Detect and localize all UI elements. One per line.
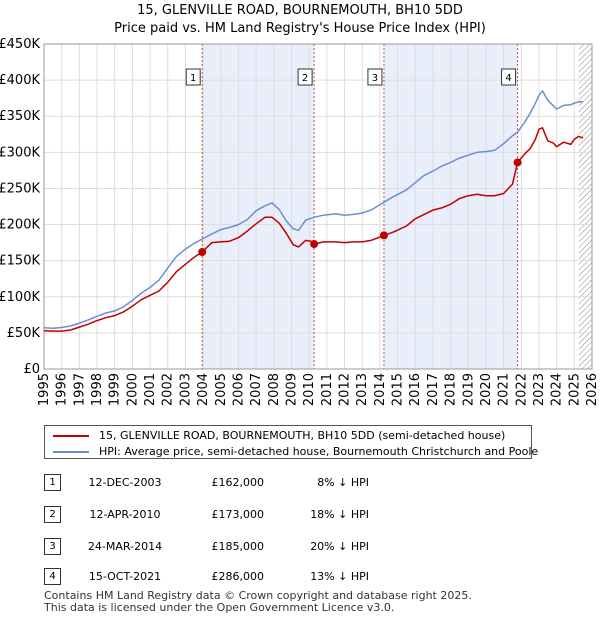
transaction-date: 12-APR-2010 bbox=[89, 508, 161, 521]
x-tick-label: 2002 bbox=[161, 373, 176, 406]
legend-swatch-hpi bbox=[53, 450, 89, 453]
sale-label-2: 2 bbox=[302, 73, 308, 84]
chart-subtitle: Price paid vs. HM Land Registry's House … bbox=[114, 21, 486, 36]
sale-label-box-4 bbox=[501, 68, 517, 86]
sale-label-box-3 bbox=[367, 68, 383, 86]
legend-label-hpi: HPI: Average price, semi-detached house,… bbox=[99, 445, 539, 458]
legend-label-property: 15, GLENVILLE ROAD, BOURNEMOUTH, BH10 5D… bbox=[99, 429, 506, 442]
legend: 15, GLENVILLE ROAD, BOURNEMOUTH, BH10 5D… bbox=[44, 425, 538, 459]
transaction-hpi-diff: 18% ↓ HPI bbox=[310, 508, 369, 521]
transaction-date: 15-OCT-2021 bbox=[88, 570, 162, 583]
transaction-date: 24-MAR-2014 bbox=[87, 540, 163, 553]
x-tick-label: 2026 bbox=[585, 373, 600, 406]
sale-point-2 bbox=[310, 240, 319, 249]
sale-label-box-1 bbox=[185, 68, 201, 86]
x-tick-label: 2017 bbox=[426, 373, 441, 406]
x-tick-label: 2003 bbox=[178, 373, 193, 406]
transaction-number: 1 bbox=[44, 474, 61, 491]
x-tick-label: 2005 bbox=[214, 373, 229, 406]
transaction-price: £185,000 bbox=[211, 540, 265, 553]
transaction-price: £286,000 bbox=[211, 570, 265, 583]
y-tick-label: £300K bbox=[0, 145, 40, 160]
series-line-hpi bbox=[43, 90, 584, 329]
x-tick-label: 1998 bbox=[90, 373, 105, 406]
x-tick-label: 1999 bbox=[108, 373, 123, 406]
price-chart: 15, GLENVILLE ROAD, BOURNEMOUTH, BH10 5D… bbox=[0, 3, 600, 406]
transaction-number: 4 bbox=[44, 568, 61, 585]
transaction-date: 12-DEC-2003 bbox=[88, 476, 162, 489]
y-tick-label: £450K bbox=[0, 37, 40, 52]
y-tick-label: £100K bbox=[0, 290, 40, 305]
transaction-number: 3 bbox=[44, 538, 61, 555]
x-tick-label: 2014 bbox=[373, 373, 388, 406]
x-tick-label: 2022 bbox=[514, 373, 529, 406]
x-tick-label: 2008 bbox=[267, 373, 282, 406]
series-line-property bbox=[43, 127, 584, 332]
chart-title: 15, GLENVILLE ROAD, BOURNEMOUTH, BH10 5D… bbox=[137, 3, 463, 18]
sale-point-3 bbox=[379, 231, 388, 240]
x-tick-label: 2001 bbox=[143, 373, 158, 406]
sale-label-1: 1 bbox=[190, 73, 196, 84]
transaction-price: £173,000 bbox=[211, 508, 265, 521]
y-tick-label: £400K bbox=[0, 73, 40, 88]
footer-licence: This data is licensed under the Open Gov… bbox=[44, 601, 395, 614]
x-tick-label: 2023 bbox=[532, 373, 547, 406]
transaction-row: 3 24-MAR-2014 £185,000 20% ↓ HPI bbox=[44, 538, 444, 555]
transaction-number: 2 bbox=[44, 506, 61, 523]
x-tick-label: 2011 bbox=[320, 373, 335, 406]
transaction-hpi-diff: 8% ↓ HPI bbox=[317, 476, 369, 489]
x-tick-label: 2016 bbox=[408, 373, 423, 406]
x-tick-label: 2007 bbox=[249, 373, 264, 406]
transaction-row: 1 12-DEC-2003 £162,000 8% ↓ HPI bbox=[44, 474, 444, 491]
transaction-row: 2 12-APR-2010 £173,000 18% ↓ HPI bbox=[44, 506, 444, 523]
x-tick-label: 2012 bbox=[338, 373, 353, 406]
footer-copyright: Contains HM Land Registry data © Crown c… bbox=[44, 589, 472, 602]
sale-label-box-2 bbox=[297, 68, 313, 86]
y-tick-label: £350K bbox=[0, 109, 40, 124]
x-tick-label: 2000 bbox=[125, 373, 140, 406]
sale-label-3: 3 bbox=[372, 73, 378, 84]
x-tick-label: 2018 bbox=[444, 373, 459, 406]
y-tick-label: £250K bbox=[0, 181, 40, 196]
shaded-range-1 bbox=[202, 44, 315, 369]
x-tick-label: 2010 bbox=[302, 373, 317, 406]
x-tick-label: 2025 bbox=[567, 373, 582, 406]
sale-point-4 bbox=[513, 158, 522, 167]
legend-swatch-property bbox=[53, 434, 89, 437]
x-tick-label: 2004 bbox=[196, 373, 211, 406]
forecast-hatch bbox=[578, 44, 592, 369]
x-tick-label: 2019 bbox=[461, 373, 476, 406]
y-tick-label: £150K bbox=[0, 254, 40, 269]
x-tick-label: 2013 bbox=[355, 373, 370, 406]
y-tick-label: £50K bbox=[7, 326, 41, 341]
legend-item-property: 15, GLENVILLE ROAD, BOURNEMOUTH, BH10 5D… bbox=[53, 428, 505, 443]
transaction-price: £162,000 bbox=[211, 476, 265, 489]
footer-attribution: Contains HM Land Registry data © Crown c… bbox=[44, 590, 472, 614]
sale-label-4: 4 bbox=[505, 73, 511, 84]
x-tick-label: 2015 bbox=[391, 373, 406, 406]
x-tick-label: 2024 bbox=[550, 373, 565, 406]
legend-item-hpi: HPI: Average price, semi-detached house,… bbox=[53, 444, 538, 459]
x-tick-label: 1997 bbox=[72, 373, 87, 406]
sale-point-1 bbox=[198, 248, 207, 256]
transaction-hpi-diff: 20% ↓ HPI bbox=[310, 540, 369, 553]
transaction-hpi-diff: 13% ↓ HPI bbox=[310, 570, 369, 583]
y-tick-label: £0 bbox=[23, 362, 40, 377]
plot-frame bbox=[43, 43, 593, 370]
x-tick-label: 1996 bbox=[55, 373, 70, 406]
transaction-row: 4 15-OCT-2021 £286,000 13% ↓ HPI bbox=[44, 568, 444, 585]
x-tick-label: 2009 bbox=[284, 373, 299, 406]
x-tick-label: 2021 bbox=[497, 373, 512, 406]
x-tick-label: 2020 bbox=[479, 373, 494, 406]
y-tick-label: £200K bbox=[0, 218, 40, 233]
x-tick-label: 1995 bbox=[37, 373, 52, 406]
x-tick-label: 2006 bbox=[231, 373, 246, 406]
